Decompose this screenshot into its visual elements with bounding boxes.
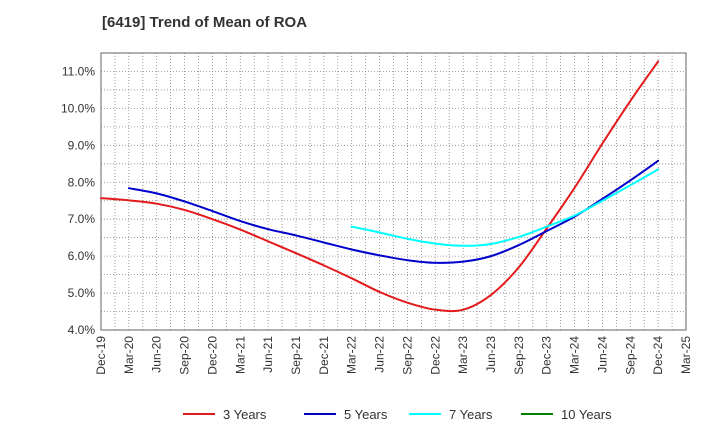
x-tick-label: Jun-24 bbox=[595, 336, 609, 373]
series-layer bbox=[100, 60, 660, 313]
x-tick-label: Dec-22 bbox=[428, 336, 442, 375]
x-tick-label: Mar-22 bbox=[345, 336, 359, 374]
legend-label-5-years: 5 Years bbox=[344, 407, 388, 422]
chart-title: [6419] Trend of Mean of ROA bbox=[102, 14, 308, 31]
y-tick-label: 4.0% bbox=[68, 323, 96, 337]
series-line-5-years bbox=[127, 159, 660, 264]
y-tick-label: 11.0% bbox=[62, 64, 95, 78]
x-tick-label: Dec-20 bbox=[205, 336, 219, 375]
x-tick-label: Sep-21 bbox=[289, 336, 303, 375]
x-tick-label: Sep-22 bbox=[400, 336, 414, 375]
x-tick-label: Mar-23 bbox=[456, 336, 470, 374]
plot-frame bbox=[100, 52, 687, 331]
x-tick-label: Jun-22 bbox=[373, 336, 387, 373]
x-tick-label: Mar-24 bbox=[568, 336, 582, 374]
y-tick-label: 9.0% bbox=[68, 138, 96, 152]
x-tick-label: Jun-20 bbox=[150, 336, 164, 373]
grid-layer bbox=[101, 53, 686, 330]
legend-label-7-years: 7 Years bbox=[449, 407, 493, 422]
series-line-7-years bbox=[350, 168, 660, 247]
x-tick-label: Mar-21 bbox=[233, 336, 247, 374]
legend-label-10-years: 10 Years bbox=[561, 407, 612, 422]
x-tick-layer: Dec-19 Mar-20 Jun-20 Sep-20 Dec-20 Mar-21 Jun-… bbox=[94, 336, 693, 375]
x-tick-label: Mar-25 bbox=[679, 336, 693, 374]
x-tick-label: Sep-23 bbox=[512, 336, 526, 375]
x-tick-label: Dec-23 bbox=[540, 336, 554, 375]
x-tick-label: Jun-21 bbox=[261, 336, 275, 373]
x-tick-label: Dec-24 bbox=[651, 336, 665, 375]
x-tick-label: Jun-23 bbox=[484, 336, 498, 373]
y-tick-label: 8.0% bbox=[68, 175, 96, 189]
x-tick-label: Sep-24 bbox=[623, 336, 637, 375]
series-line-3-years bbox=[100, 60, 660, 313]
y-tick-label: 5.0% bbox=[68, 286, 96, 300]
y-tick-label: 10.0% bbox=[61, 101, 95, 115]
y-tick-label: 6.0% bbox=[68, 249, 96, 263]
x-tick-label: Mar-20 bbox=[122, 336, 136, 374]
legend-label-3-years: 3 Years bbox=[223, 407, 267, 422]
legend-layer: 3 Years 5 Years 7 Years 10 Years bbox=[183, 407, 612, 422]
y-tick-label: 7.0% bbox=[68, 212, 96, 226]
x-tick-label: Dec-19 bbox=[94, 336, 108, 375]
x-tick-label: Dec-21 bbox=[317, 336, 331, 375]
x-tick-label: Sep-20 bbox=[178, 336, 192, 375]
y-tick-layer: 4.0% 5.0% 6.0% 7.0% 8.0% 9.0% 10.0% 11.0% bbox=[61, 64, 95, 337]
